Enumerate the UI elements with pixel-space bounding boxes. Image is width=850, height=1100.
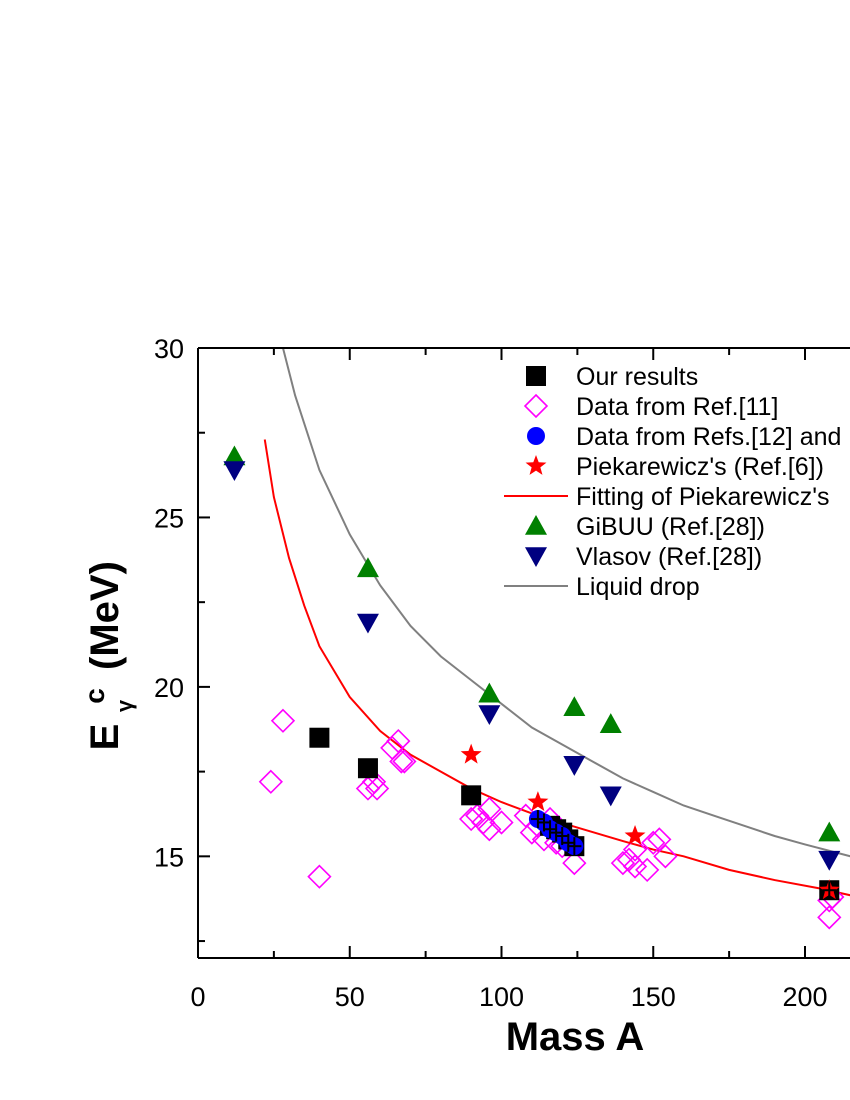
- legend-item: Data from Ref.[11]: [523, 393, 778, 421]
- data-point: [653, 844, 678, 869]
- data-point: [818, 821, 841, 842]
- y-tick-label: 30: [154, 334, 184, 364]
- y-tick-label: 20: [154, 673, 184, 703]
- data-point: [478, 682, 501, 703]
- data-point: [641, 830, 666, 855]
- x-tick-label: 200: [782, 982, 827, 1012]
- data-point: [309, 727, 330, 748]
- legend-swatch: [525, 515, 547, 535]
- legend-swatch: [525, 547, 547, 567]
- data-point: [223, 445, 246, 466]
- data-point: [356, 613, 379, 634]
- data-point: [527, 791, 549, 812]
- plot-area: [223, 348, 850, 930]
- legend-swatch: [523, 393, 549, 419]
- legend-label: Piekarewicz's (Ref.[6]): [576, 453, 824, 481]
- y-axis-title-unit: (MeV): [83, 561, 127, 670]
- fit-curve: [263, 439, 850, 897]
- legend-item: Our results: [526, 363, 698, 391]
- series-liquid-drop: [282, 348, 850, 858]
- tick-labels: 0 50 100 150 200 15 20 25 30: [154, 334, 828, 1012]
- x-tick-label: 100: [479, 982, 524, 1012]
- data-point: [386, 728, 411, 754]
- x-axis-title: Mass A: [506, 1015, 645, 1059]
- legend-label: GiBUU (Ref.[28]): [576, 513, 765, 541]
- data-point: [460, 743, 482, 764]
- data-point: [270, 708, 296, 733]
- data-point: [307, 864, 332, 889]
- y-axis-title: E γ c (MeV): [79, 561, 137, 750]
- legend-label: Data from Refs.[12] and: [576, 423, 841, 451]
- y-axis-title-main: E: [83, 724, 127, 751]
- y-tick-label: 25: [154, 503, 184, 533]
- data-point: [392, 749, 417, 774]
- data-point: [389, 749, 414, 774]
- data-point: [635, 857, 660, 883]
- data-point: [477, 817, 502, 842]
- data-point: [478, 705, 501, 725]
- data-point: [489, 810, 514, 835]
- y-axis-title-superscript: c: [79, 688, 110, 704]
- data-point: [599, 786, 622, 807]
- legend-label: Data from Ref.[11]: [576, 393, 778, 421]
- legend-item: Piekarewicz's (Ref.[6]): [525, 453, 824, 481]
- tick-marks: [197, 347, 806, 958]
- error-crosses: [530, 810, 837, 900]
- legend-label: Fitting of Piekarewicz's: [576, 483, 829, 511]
- legend-item: Vlasov (Ref.[28]): [525, 543, 762, 571]
- legend-item: Fitting of Piekarewicz's: [504, 483, 829, 511]
- x-tick-label: 0: [190, 982, 205, 1012]
- data-point: [599, 713, 622, 733]
- legend-swatch: [525, 455, 547, 475]
- y-tick-label: 15: [154, 842, 184, 872]
- x-tick-label: 50: [335, 982, 365, 1012]
- data-point: [355, 776, 381, 801]
- data-point: [818, 850, 841, 871]
- data-point: [563, 696, 586, 717]
- data-point: [477, 796, 502, 822]
- legend-item: GiBUU (Ref.[28]): [525, 513, 765, 541]
- series-piekarewicz: [460, 743, 840, 900]
- legend-item: Data from Refs.[12] and: [527, 423, 841, 451]
- data-point: [817, 905, 842, 930]
- y-axis-title-subscript: γ: [112, 699, 137, 712]
- x-tick-label: 150: [631, 982, 676, 1012]
- data-point: [563, 756, 586, 776]
- legend-label: Our results: [576, 363, 698, 391]
- data-point: [461, 785, 482, 806]
- legend-swatch: [526, 366, 546, 386]
- series-fit: [263, 439, 850, 897]
- liquid-drop-curve: [282, 348, 850, 858]
- legend-swatch: [527, 427, 545, 445]
- data-point: [624, 825, 646, 845]
- data-point: [622, 854, 648, 879]
- data-point: [622, 837, 648, 862]
- data-point: [357, 758, 378, 779]
- series-gibuu: [223, 445, 841, 842]
- legend-item: Liquid drop: [504, 573, 700, 601]
- data-point: [223, 461, 246, 481]
- data-point: [364, 776, 390, 801]
- data-point: [562, 850, 587, 876]
- series-vlasov: [223, 461, 841, 871]
- legend-label: Vlasov (Ref.[28]): [576, 543, 762, 571]
- data-point: [258, 769, 283, 794]
- data-point: [356, 557, 379, 578]
- legend-label: Liquid drop: [576, 573, 700, 601]
